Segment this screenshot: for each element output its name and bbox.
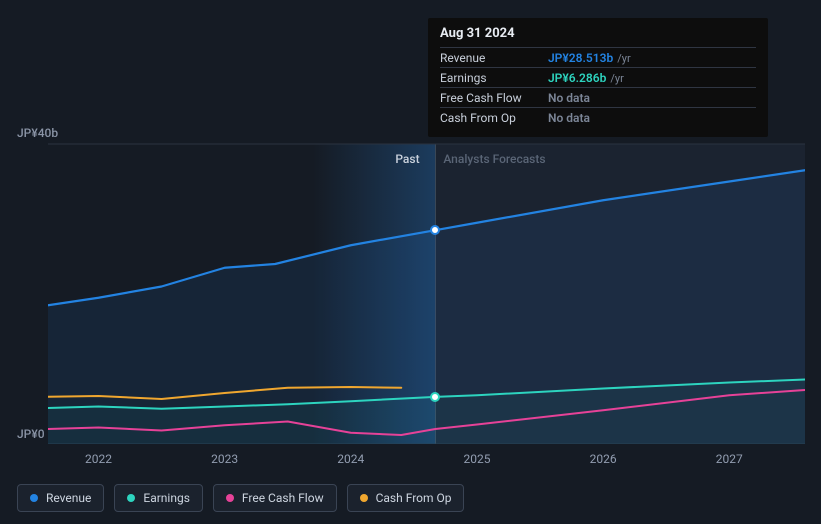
hover-tooltip: Aug 31 2024 RevenueJP¥28.513b/yrEarnings… — [428, 18, 768, 137]
x-tick-label: 2022 — [85, 452, 112, 466]
tooltip-value: JP¥6.286b — [548, 71, 606, 85]
tooltip-value: No data — [548, 111, 590, 125]
legend-label: Cash From Op — [376, 491, 452, 505]
x-tick-label: 2024 — [337, 452, 364, 466]
tooltip-row: EarningsJP¥6.286b/yr — [440, 67, 756, 87]
legend-item[interactable]: Free Cash Flow — [213, 484, 337, 512]
x-tick-label: 2027 — [716, 452, 743, 466]
x-tick-label: 2026 — [590, 452, 617, 466]
legend-label: Earnings — [143, 491, 190, 505]
x-axis-labels: 2022 2023 2024 2025 2026 2027 — [48, 452, 805, 472]
legend-item[interactable]: Cash From Op — [347, 484, 465, 512]
tooltip-date: Aug 31 2024 — [440, 26, 756, 47]
tooltip-row: Cash From OpNo data — [440, 107, 756, 127]
tooltip-key: Revenue — [440, 51, 548, 65]
legend-color-dot — [360, 494, 368, 502]
chart-container: JP¥40b JP¥0 Past Analysts Forecasts 2022… — [0, 0, 821, 524]
legend: Revenue Earnings Free Cash Flow Cash From O… — [17, 484, 464, 512]
tooltip-value: JP¥28.513b — [548, 51, 613, 65]
tooltip-unit: /yr — [610, 72, 623, 85]
tooltip-key: Free Cash Flow — [440, 91, 548, 105]
legend-color-dot — [127, 494, 135, 502]
tooltip-row: Free Cash FlowNo data — [440, 87, 756, 107]
legend-item[interactable]: Revenue — [17, 484, 104, 512]
legend-color-dot — [226, 494, 234, 502]
tooltip-key: Earnings — [440, 71, 548, 85]
y-tick-min: JP¥0 — [17, 427, 45, 441]
tooltip-value: No data — [548, 91, 590, 105]
x-tick-label: 2023 — [211, 452, 238, 466]
x-tick-label: 2025 — [463, 452, 490, 466]
legend-label: Revenue — [46, 491, 91, 505]
legend-label: Free Cash Flow — [242, 491, 324, 505]
legend-color-dot — [30, 494, 38, 502]
legend-item[interactable]: Earnings — [114, 484, 203, 512]
tooltip-key: Cash From Op — [440, 111, 548, 125]
tooltip-row: RevenueJP¥28.513b/yr — [440, 47, 756, 67]
tooltip-unit: /yr — [617, 52, 630, 65]
